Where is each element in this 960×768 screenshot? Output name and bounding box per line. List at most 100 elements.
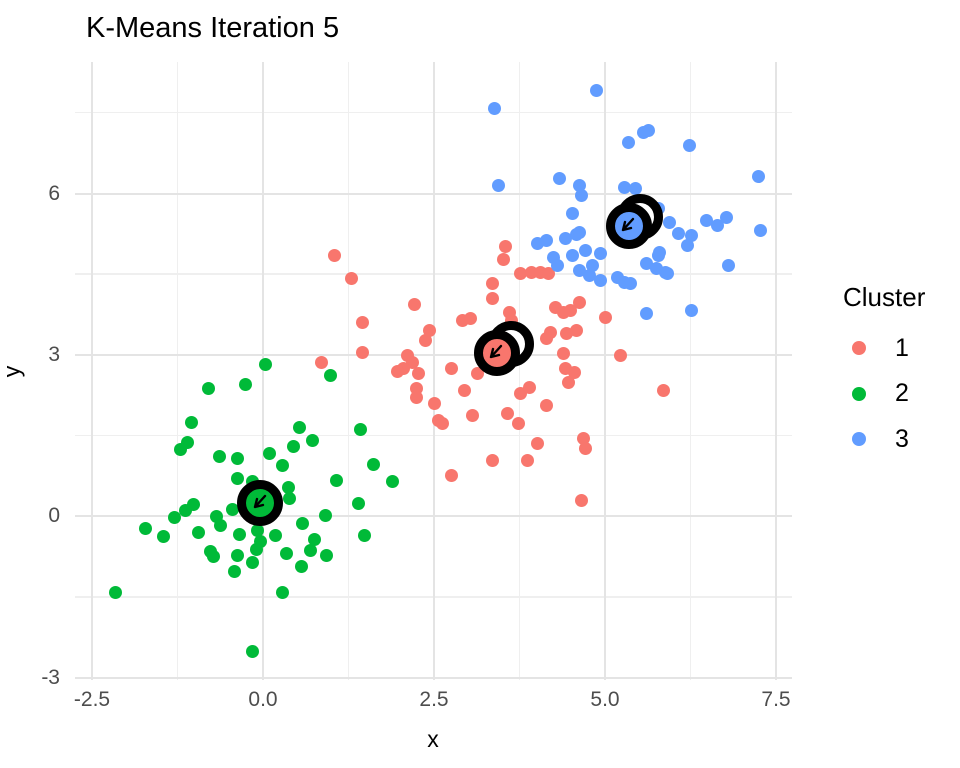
data-point-cluster-3 (488, 101, 502, 115)
data-point-cluster-2 (367, 458, 381, 472)
data-point-cluster-1 (423, 324, 437, 338)
legend-dot-cluster-2 (852, 386, 866, 401)
data-point-cluster-3 (583, 269, 597, 283)
data-point-cluster-3 (550, 259, 564, 273)
legend-dot-cluster-3 (852, 432, 866, 446)
legend-item-label: 3 (895, 424, 909, 453)
data-point-cluster-1 (530, 437, 544, 451)
plot-panel (75, 62, 792, 680)
data-point-cluster-1 (598, 311, 612, 325)
gridline-major-x (775, 62, 777, 680)
data-point-cluster-3 (623, 277, 637, 291)
data-point-cluster-2 (318, 509, 332, 523)
data-point-cluster-3 (590, 84, 604, 98)
data-point-cluster-2 (320, 548, 334, 562)
data-point-cluster-2 (226, 503, 240, 517)
data-point-cluster-3 (685, 228, 699, 242)
data-point-cluster-1 (513, 267, 527, 281)
gridline-minor-x (689, 62, 692, 680)
data-point-cluster-3 (720, 211, 734, 225)
data-point-cluster-2 (275, 586, 289, 600)
data-point-cluster-2 (207, 549, 221, 563)
legend-item-label: 1 (895, 333, 909, 362)
data-point-cluster-3 (660, 267, 674, 281)
y-tick-label: 0 (48, 504, 60, 528)
data-point-cluster-3 (553, 171, 567, 185)
data-point-cluster-3 (650, 262, 664, 276)
data-point-cluster-3 (618, 181, 632, 195)
data-point-cluster-2 (192, 526, 206, 540)
x-tick-label: 5.0 (590, 688, 620, 711)
data-point-cluster-1 (458, 384, 472, 398)
data-point-cluster-1 (570, 324, 584, 338)
data-point-cluster-2 (174, 443, 188, 457)
data-point-cluster-2 (281, 481, 295, 495)
data-point-cluster-3 (558, 232, 572, 246)
data-point-cluster-3 (593, 274, 607, 288)
data-point-cluster-2 (251, 524, 265, 538)
data-point-cluster-1 (556, 347, 570, 361)
data-point-cluster-2 (295, 560, 309, 574)
data-point-cluster-2 (250, 542, 264, 556)
data-point-cluster-3 (681, 239, 695, 253)
legend-item-cluster-3: 3 (852, 424, 909, 453)
data-point-cluster-3 (628, 182, 642, 196)
data-point-cluster-2 (275, 459, 289, 473)
data-point-cluster-2 (330, 474, 344, 488)
data-point-cluster-1 (561, 376, 575, 390)
data-point-cluster-2 (109, 586, 123, 600)
data-point-cluster-1 (578, 442, 592, 455)
data-point-cluster-2 (296, 516, 310, 530)
data-point-cluster-2 (231, 472, 245, 486)
data-point-cluster-2 (358, 529, 372, 543)
x-tick-label: -2.5 (73, 688, 111, 711)
data-point-cluster-1 (464, 312, 478, 326)
data-point-cluster-1 (407, 298, 421, 312)
data-point-cluster-2 (245, 555, 259, 569)
cluster-center-3 (605, 202, 652, 249)
data-point-cluster-1 (496, 253, 510, 267)
data-point-cluster-2 (138, 521, 152, 535)
gridline-major-x (262, 62, 264, 680)
data-point-cluster-3 (566, 206, 580, 220)
data-point-cluster-1 (511, 417, 525, 431)
data-point-cluster-1 (613, 348, 627, 362)
data-point-cluster-3 (640, 306, 654, 320)
x-axis-title: x (427, 726, 439, 752)
data-point-cluster-3 (578, 244, 592, 258)
data-point-cluster-3 (663, 216, 677, 230)
data-point-cluster-2 (167, 510, 181, 524)
data-point-cluster-1 (445, 362, 459, 376)
data-point-cluster-3 (593, 247, 607, 261)
data-point-cluster-2 (178, 504, 192, 518)
data-point-cluster-1 (486, 277, 500, 291)
data-point-cluster-1 (419, 334, 433, 348)
data-point-cluster-3 (700, 213, 714, 227)
data-point-cluster-2 (213, 450, 227, 464)
data-point-cluster-1 (575, 493, 589, 507)
data-point-cluster-2 (259, 358, 273, 372)
legend-dot-cluster-1 (852, 341, 866, 355)
data-point-cluster-2 (228, 565, 242, 579)
data-point-cluster-1 (327, 249, 341, 263)
data-point-cluster-3 (621, 136, 635, 150)
data-point-cluster-1 (656, 384, 670, 398)
data-point-cluster-2 (283, 492, 297, 506)
data-point-cluster-3 (683, 139, 697, 153)
data-point-cluster-3 (573, 263, 587, 277)
data-point-cluster-3 (751, 170, 765, 184)
data-point-cluster-3 (671, 226, 685, 240)
data-point-cluster-3 (540, 234, 554, 248)
data-point-cluster-1 (411, 367, 425, 381)
plot-title: K-Means Iteration 5 (86, 12, 340, 44)
data-point-cluster-2 (268, 529, 282, 543)
y-axis-title: y (0, 365, 25, 378)
data-point-cluster-2 (185, 416, 199, 430)
data-point-cluster-2 (308, 533, 322, 547)
legend-item-cluster-1: 1 (852, 333, 909, 362)
x-tick-label: 0.0 (248, 688, 278, 711)
center-arrow-icon (490, 345, 503, 359)
data-point-cluster-2 (246, 645, 260, 659)
x-tick-label: 7.5 (761, 688, 791, 711)
data-point-cluster-1 (501, 407, 515, 421)
